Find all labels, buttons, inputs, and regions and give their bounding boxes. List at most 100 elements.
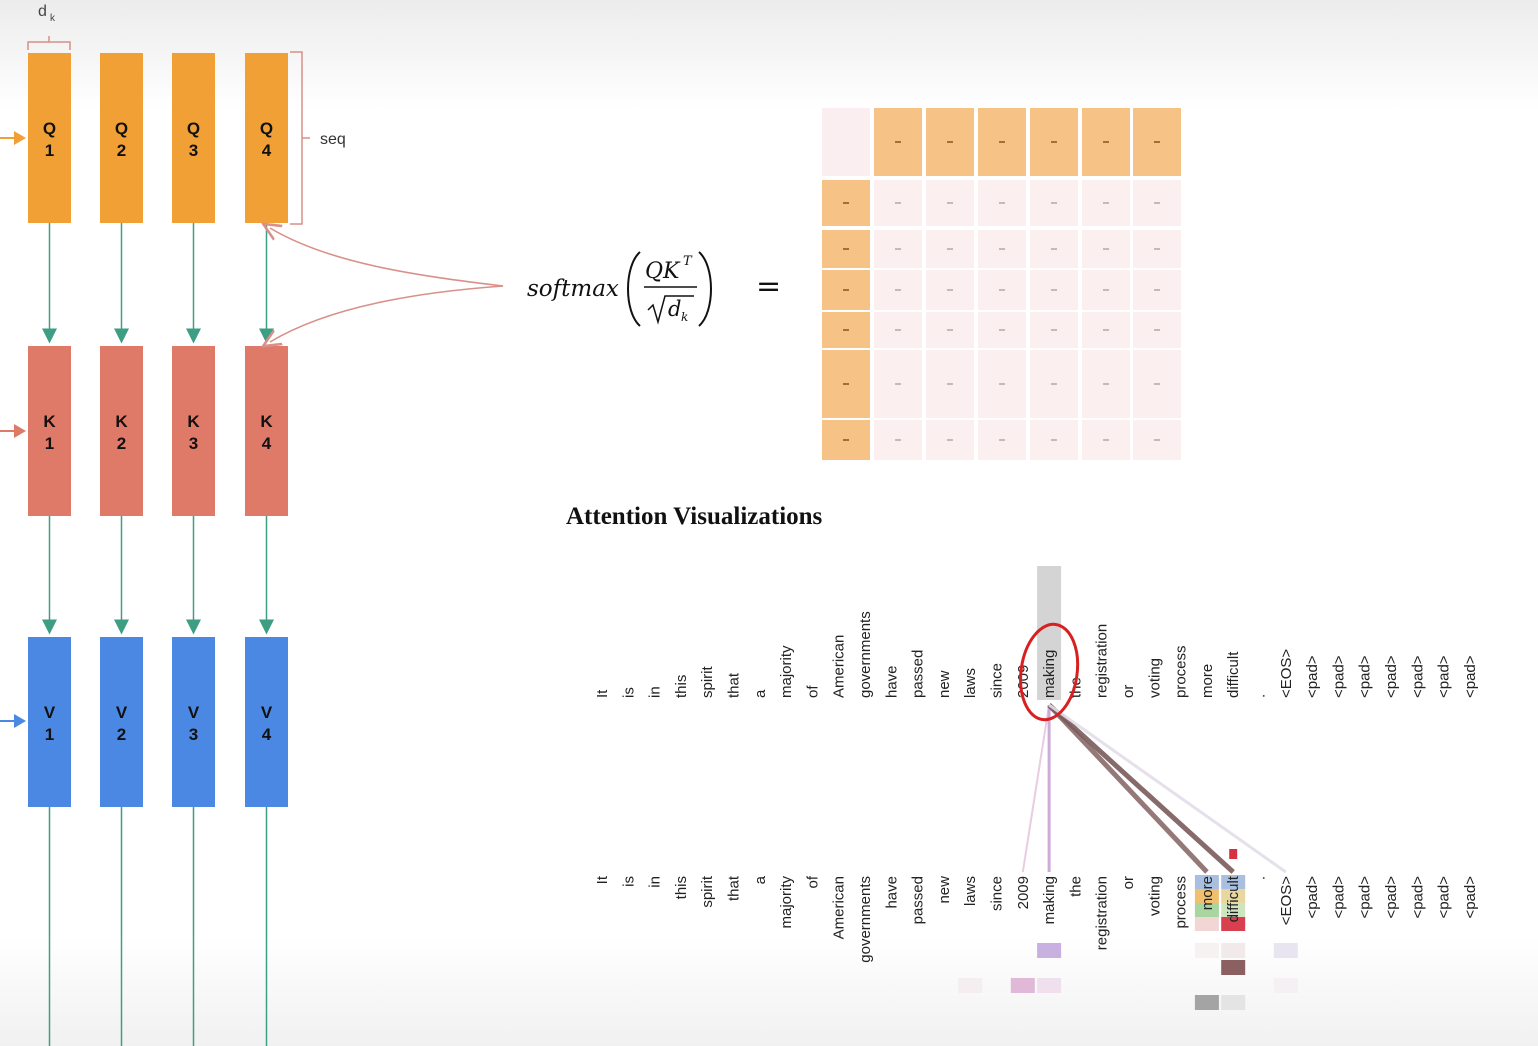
key-box-index: 1 xyxy=(45,434,54,453)
top-token: have xyxy=(883,665,900,698)
query-box-letter: Q xyxy=(43,119,56,138)
attention-color-block xyxy=(1194,889,1219,903)
value-box-index: 2 xyxy=(117,725,126,744)
matrix-cell-mark xyxy=(999,329,1005,331)
matrix-cell-mark xyxy=(947,439,953,441)
top-token: since xyxy=(989,663,1006,698)
value-box-index: 3 xyxy=(189,725,198,744)
value-box-index: 1 xyxy=(45,725,54,744)
top-token: process xyxy=(1173,645,1190,698)
key-box-3 xyxy=(172,346,215,516)
top-token: more xyxy=(1199,664,1216,698)
top-token: . xyxy=(1252,694,1269,698)
top-token: majority xyxy=(778,645,795,698)
matrix-cell-mark xyxy=(1154,248,1160,250)
matrix-cell-mark xyxy=(895,202,901,204)
matrix-cell-mark xyxy=(1103,289,1109,291)
top-token: or xyxy=(1120,685,1137,698)
bottom-token: It xyxy=(594,875,611,884)
attention-link xyxy=(1047,703,1235,874)
matrix-cell-mark xyxy=(843,202,849,204)
key-box-4 xyxy=(245,346,288,516)
matrix-corner xyxy=(822,108,870,176)
top-token: It xyxy=(594,689,611,698)
value-box-1 xyxy=(28,637,71,807)
attention-weight-cell xyxy=(1273,978,1298,993)
matrix-cell-mark xyxy=(999,383,1005,385)
bottom-token: passed xyxy=(910,876,927,924)
matrix-cell-mark xyxy=(895,329,901,331)
key-box-index: 2 xyxy=(117,434,126,453)
attention-color-block xyxy=(1194,903,1219,917)
matrix-cell-mark xyxy=(843,289,849,291)
query-box-index: 1 xyxy=(45,141,54,160)
matrix-cell-mark xyxy=(895,248,901,250)
bottom-token: the xyxy=(1067,876,1084,897)
matrix-cell-mark xyxy=(1154,202,1160,204)
seq-label: seq xyxy=(320,131,346,148)
query-box-1 xyxy=(28,53,71,223)
key-box-letter: K xyxy=(43,412,56,431)
matrix-cell-mark xyxy=(947,289,953,291)
attention-weight-cell xyxy=(1273,943,1298,958)
bottom-token: is xyxy=(620,876,637,887)
matrix-cell-mark xyxy=(895,289,901,291)
formula-softmax: softmax xyxy=(527,276,619,302)
top-token: spirit xyxy=(699,665,716,698)
matrix-cell-mark xyxy=(895,439,901,441)
matrix-cell-mark xyxy=(947,141,953,143)
matrix-cell-mark xyxy=(1154,141,1160,143)
attention-color-block xyxy=(1221,889,1246,903)
top-token: <pad> xyxy=(1357,655,1374,698)
bottom-token: process xyxy=(1173,876,1190,929)
top-token: American xyxy=(831,635,848,698)
bottom-token: <pad> xyxy=(1357,876,1374,919)
value-box-letter: V xyxy=(44,703,56,722)
matrix-cell-mark xyxy=(1051,202,1057,204)
bottom-token: more xyxy=(1199,876,1216,910)
value-box-index: 4 xyxy=(262,725,272,744)
matrix-cell-mark xyxy=(1103,141,1109,143)
matrix-cell-mark xyxy=(1051,383,1057,385)
matrix-cell-mark xyxy=(1051,141,1057,143)
query-box-4 xyxy=(245,53,288,223)
bottom-token: laws xyxy=(962,876,979,906)
dk-label: d xyxy=(38,3,47,20)
top-token: new xyxy=(936,670,953,698)
key-box-index: 3 xyxy=(189,434,198,453)
top-token: <pad> xyxy=(1383,655,1400,698)
attention-link xyxy=(1048,703,1287,874)
top-token: making xyxy=(1041,650,1058,698)
attention-weight-cell xyxy=(1221,995,1246,1010)
bottom-token: of xyxy=(804,875,821,888)
value-box-3 xyxy=(172,637,215,807)
bottom-token: governments xyxy=(857,876,874,963)
matrix-cell-mark xyxy=(895,383,901,385)
top-token: in xyxy=(647,686,664,698)
attention-title: Attention Visualizations xyxy=(566,503,823,530)
matrix-cell-mark xyxy=(947,329,953,331)
query-box-index: 4 xyxy=(262,141,272,160)
matrix-cell-mark xyxy=(843,383,849,385)
bottom-token: majority xyxy=(778,876,795,929)
k-input-arrowhead xyxy=(14,424,26,438)
bottom-token: voting xyxy=(1146,876,1163,916)
matrix-cell-mark xyxy=(1103,383,1109,385)
curved-arrows xyxy=(270,228,504,342)
qkv-columns: Q 1 Q 2 Q 3 Q 4 K 1 K 2 K 3 K 4 V 1 V 2 V 3 V 4 xyxy=(28,53,288,1046)
query-box-letter: Q xyxy=(115,119,128,138)
attention-visualization: It is in this spirit that a majority of American g… xyxy=(594,566,1479,1010)
top-token: a xyxy=(752,689,769,698)
matrix-cell-mark xyxy=(1103,248,1109,250)
attention-weight-cell xyxy=(1037,943,1062,958)
top-token: this xyxy=(673,675,690,698)
formula-numerator: QK xyxy=(645,259,681,284)
top-token: voting xyxy=(1146,658,1163,698)
bottom-token: <EOS> xyxy=(1278,876,1295,925)
top-token: of xyxy=(804,685,821,698)
bottom-token: <pad> xyxy=(1462,876,1479,919)
matrix-cell-mark xyxy=(1154,329,1160,331)
top-token: <pad> xyxy=(1436,655,1453,698)
matrix-cell-mark xyxy=(1051,439,1057,441)
